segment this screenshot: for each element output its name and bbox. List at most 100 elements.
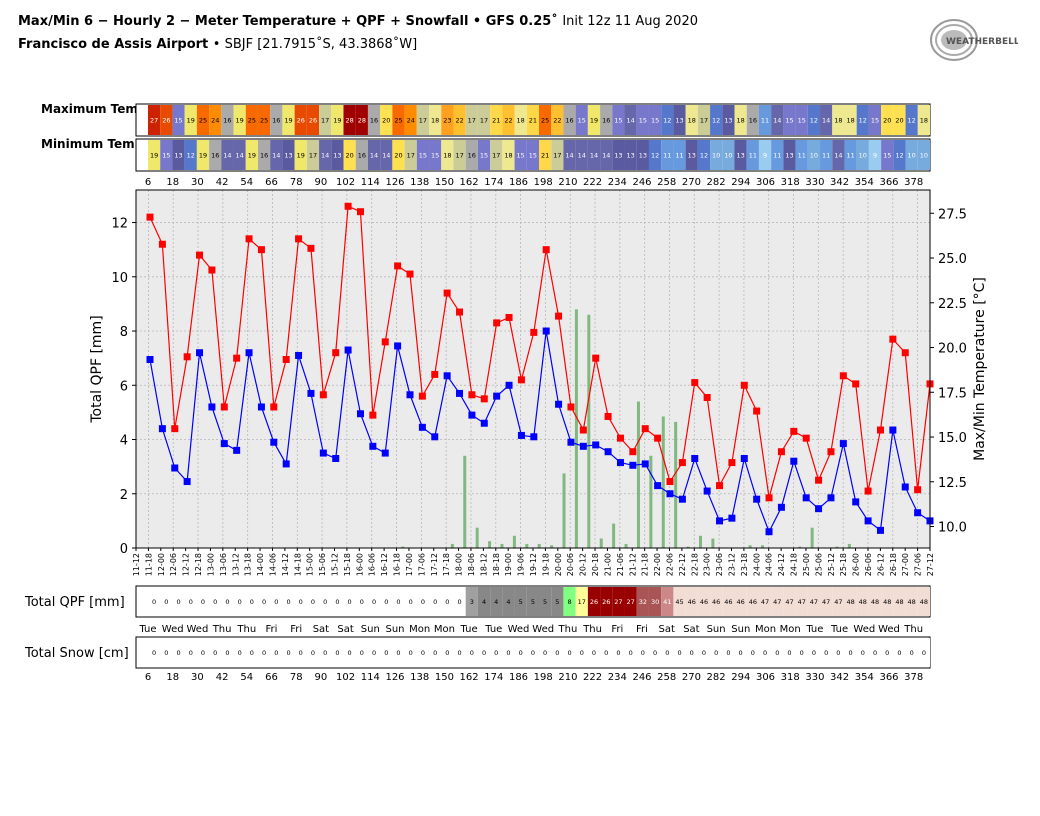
total-qpf-value: 0	[250, 598, 254, 606]
min-temp-value: 16	[211, 152, 219, 160]
min-temp-cell	[905, 140, 918, 170]
total-snow-value: 0	[238, 649, 242, 657]
max-temp-value: 14	[822, 117, 830, 125]
total-qpf-cell	[270, 587, 283, 616]
min-temp-point	[678, 495, 686, 503]
total-snow-value: 0	[653, 649, 657, 657]
total-snow-cell	[367, 638, 381, 667]
qpf-bar	[574, 309, 578, 548]
min-temp-cell	[196, 140, 210, 170]
max-temp-point	[654, 434, 662, 442]
min-temp-cell	[490, 140, 503, 170]
max-temp-value: 18	[920, 117, 928, 125]
x-tick-label: 18-18	[492, 553, 501, 576]
min-temp-point	[604, 448, 612, 456]
min-temp-point	[641, 460, 649, 468]
min-temp-point	[567, 438, 575, 446]
qpf-bar	[401, 546, 405, 548]
min-temp-value: 16	[468, 152, 476, 160]
max-temp-point	[852, 380, 860, 388]
chart-title: Max/Min 6 − Hourly 2 − Meter Temperature…	[18, 14, 698, 29]
hour-tick-label: 378	[904, 672, 923, 683]
max-temp-value: 11	[761, 117, 769, 125]
min-temp-point	[517, 431, 525, 439]
max-temp-point	[270, 403, 278, 411]
weatherbell-logo: WEATHERBELL	[930, 19, 1018, 61]
max-temp-cell	[710, 105, 723, 135]
total-snow-cell	[710, 638, 723, 667]
hour-tick-label: 126	[385, 177, 404, 188]
max-temp-cell	[465, 105, 478, 135]
min-temp-value: 10	[810, 152, 818, 160]
max-temp-cell	[526, 105, 539, 135]
min-temp-cell	[160, 140, 173, 170]
max-temp-value: 27	[150, 117, 158, 125]
total-qpf-cell	[881, 587, 894, 616]
hour-tick-label: 78	[290, 672, 303, 683]
x-tick-label: 20-06	[566, 553, 575, 576]
total-snow-cell	[148, 638, 161, 667]
y-right-tick-label: 22.5	[938, 297, 967, 312]
hour-tick-label: 54	[240, 177, 253, 188]
max-temp-cell	[722, 105, 735, 135]
min-temp-point	[555, 400, 563, 408]
total-qpf-value: 0	[299, 598, 303, 606]
total-qpf-cell	[673, 587, 686, 616]
total-snow-value: 0	[726, 649, 730, 657]
min-temp-value: 15	[517, 152, 525, 160]
min-temp-cell	[624, 140, 637, 170]
max-temp-cell	[661, 105, 674, 135]
total-qpf-value: 4	[494, 598, 498, 606]
total-qpf-value: 0	[225, 598, 229, 606]
y-right-tick-label: 25.0	[938, 252, 967, 267]
min-temp-cell	[893, 140, 906, 170]
max-temp-value: 17	[468, 117, 476, 125]
total-qpf-value: 47	[773, 598, 781, 606]
hour-tick-label: 114	[361, 672, 380, 683]
min-temp-cell	[404, 140, 417, 170]
total-qpf-cell	[771, 587, 784, 616]
x-tick-label: 25-18	[839, 553, 848, 576]
bottom-hour-axis: 6 18 30 42 54 66 78 90 102 114 126 138 150 162 174 186 1…	[145, 672, 923, 683]
hour-tick-label: 186	[509, 672, 528, 683]
max-temp-value: 19	[236, 117, 244, 125]
total-qpf-value: 41	[663, 598, 671, 606]
max-temp-value: 14	[773, 117, 781, 125]
x-tick-label: 27-06	[914, 553, 923, 576]
x-tick-label: 25-06	[814, 553, 823, 576]
total-qpf-cell	[306, 587, 320, 616]
hour-tick-label: 246	[632, 672, 651, 683]
max-temp-cell	[734, 105, 747, 135]
total-qpf-cell	[648, 587, 662, 616]
min-temp-point	[505, 381, 513, 389]
max-temp-point	[691, 379, 699, 387]
x-tick-label: 11-12	[132, 553, 141, 576]
min-temp-cell	[429, 140, 442, 170]
max-temp-value: 16	[272, 117, 280, 125]
total-snow-value: 0	[665, 649, 669, 657]
total-qpf-value: 0	[421, 598, 425, 606]
x-tick-label: 23-06	[715, 553, 724, 576]
total-qpf-cell	[514, 587, 527, 616]
day-label: Mon	[434, 624, 455, 635]
max-temp-cell	[783, 105, 796, 135]
min-temp-value: 10	[712, 152, 720, 160]
max-temp-point	[196, 251, 204, 259]
day-label: Mon	[409, 624, 430, 635]
total-qpf-cell	[575, 587, 588, 616]
hour-tick-label: 138	[410, 177, 429, 188]
total-qpf-strip: 0 0 0 0 0 0 0 0 0 0 0 0 0 0 0 0 0 0 0 0 0 0 0 0 0 0 3 4 4 4 5 5 5 5 8 17 26 2…	[135, 585, 931, 618]
max-temp-value: 25	[260, 117, 268, 125]
day-label: Tue	[805, 624, 823, 635]
min-temp-point	[790, 457, 798, 465]
hour-tick-label: 174	[484, 672, 503, 683]
total-qpf-value: 0	[335, 598, 339, 606]
total-qpf-value: 48	[895, 598, 903, 606]
x-tick-label: 22-18	[690, 553, 699, 576]
x-tick-label: 19-06	[517, 553, 526, 576]
max-temp-cell	[551, 105, 564, 135]
max-temp-cell	[233, 105, 246, 135]
day-label: Sat	[313, 624, 329, 635]
total-qpf-value: 0	[238, 598, 242, 606]
x-tick-label: 22-06	[665, 553, 674, 576]
